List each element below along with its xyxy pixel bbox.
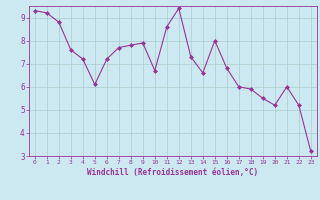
X-axis label: Windchill (Refroidissement éolien,°C): Windchill (Refroidissement éolien,°C): [87, 168, 258, 177]
